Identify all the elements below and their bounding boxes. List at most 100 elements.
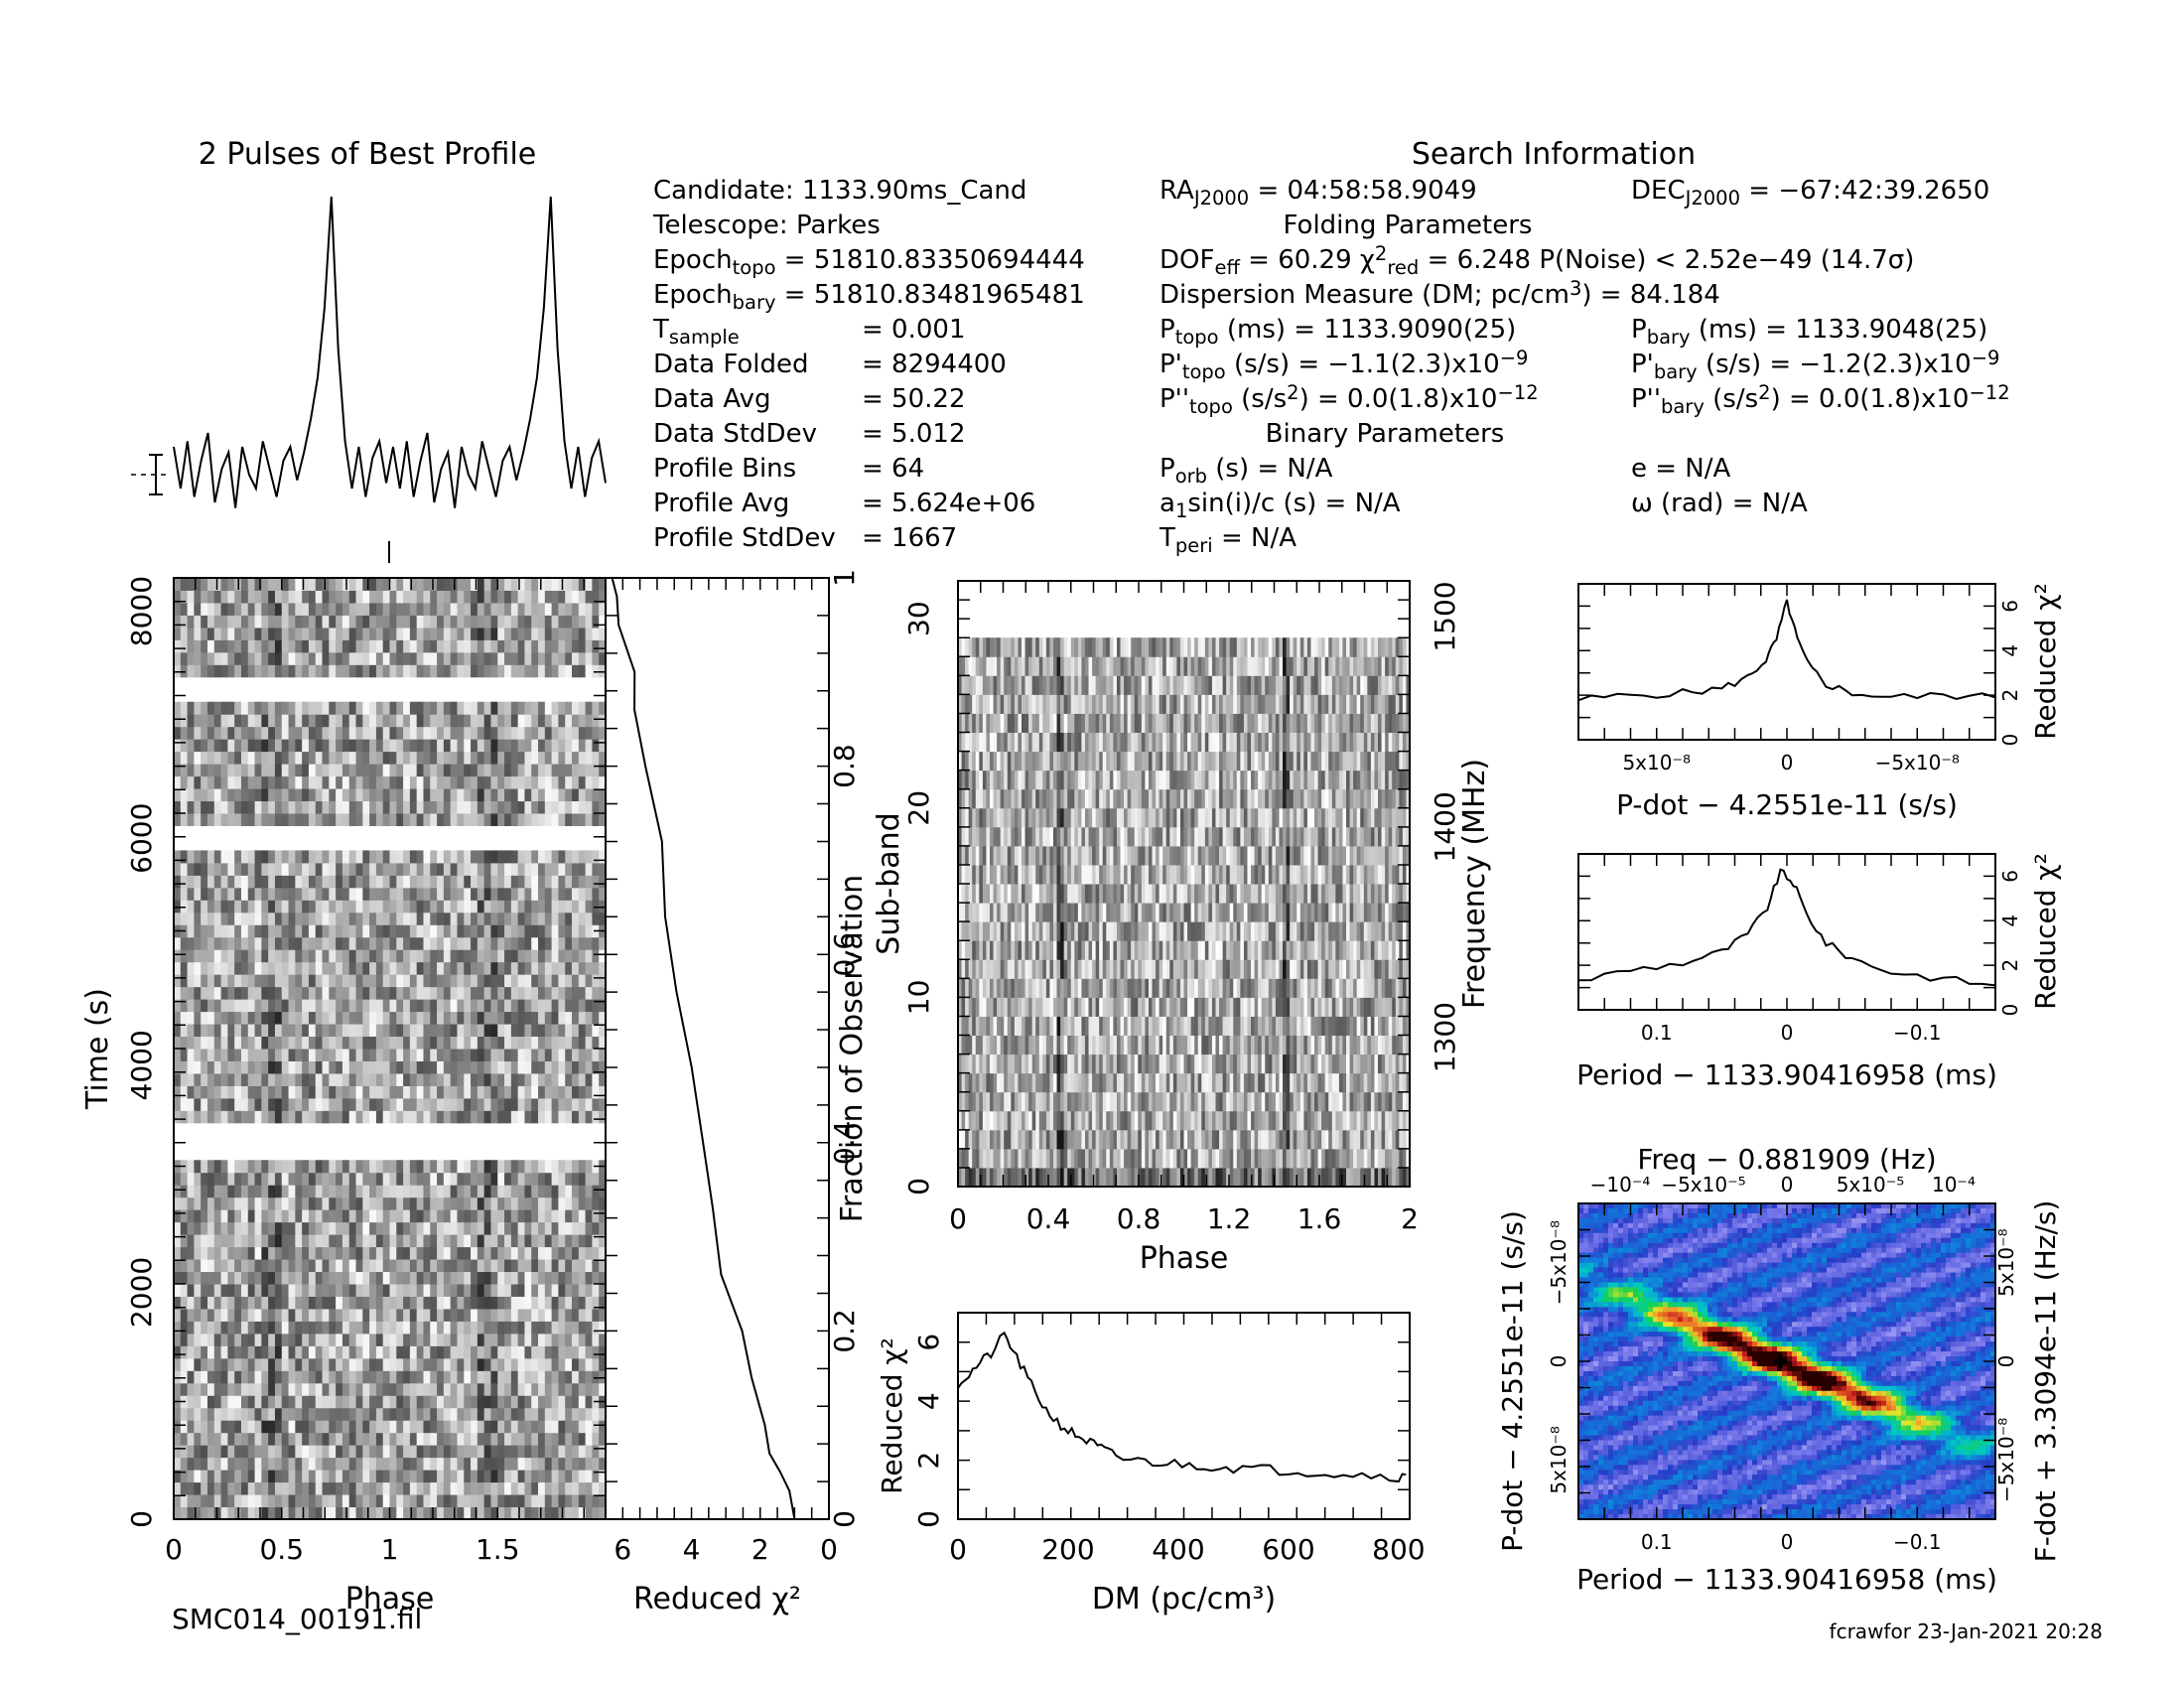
y-tick-label: −5x10⁻⁸ xyxy=(1547,1220,1570,1305)
tick-marks xyxy=(174,578,606,1519)
subband-phase-plot: 0 0.4 0.8 1.2 1.6 20102030130014001500PhaseSu… xyxy=(872,580,1492,1276)
tick-marks xyxy=(958,581,1410,1187)
fold-line: Dispersion Measure (DM; pc/cm3) = 84.184 xyxy=(1160,277,1720,310)
info-line: Candidate: 1133.90ms_Cand xyxy=(653,176,1026,206)
chi2-line xyxy=(957,1331,1407,1483)
period-topo-line: Ptopo (ms) = 1133.9090(25) xyxy=(1160,315,1516,349)
x-tick-label: 0 xyxy=(949,1533,967,1566)
plot-frame xyxy=(957,1312,1411,1520)
period-topo-line: P'topo (s/s) = −1.1(2.3)x10−9 xyxy=(1160,347,1528,383)
y-tick-label: 4 xyxy=(912,1392,945,1410)
info-line: Telescope: Parkes xyxy=(652,211,881,240)
footer-filename: SMC014_00191.fil xyxy=(172,1603,422,1635)
time-phase-plot: 0 0.5 1 1.5 0 2000 4000 6000 8000 Phase Time (s) xyxy=(80,576,607,1617)
y-tick-label: 6 xyxy=(1998,870,2022,883)
info-line: Epochbary = 51810.83481965481 xyxy=(653,280,1085,314)
x-tick-label: −0.1 xyxy=(1893,1530,1942,1554)
x-axis-label: Phase xyxy=(345,1582,435,1617)
info-line: Data Avg xyxy=(653,384,771,414)
tick-marks xyxy=(1578,854,1995,1010)
binary-line: e = N/A xyxy=(1631,454,1731,484)
info-line: Profile StdDev xyxy=(653,523,836,553)
y-tick-label: 0 xyxy=(828,1510,861,1528)
top-tick-label: 0 xyxy=(1781,1173,1794,1196)
y-tick-label: 20 xyxy=(902,790,935,826)
y-tick-label: 0.6 xyxy=(828,932,861,977)
binary-line: a1sin(i)/c (s) = N/A xyxy=(1160,489,1401,522)
heatmap-cells xyxy=(958,637,1411,1188)
heatmap-cells xyxy=(174,578,607,1520)
x-tick-label: 4 xyxy=(683,1533,701,1566)
freq-axis-title: Freq − 0.881909 (Hz) xyxy=(1637,1143,1936,1176)
y-axis-label: Fraction of Observation xyxy=(835,875,870,1222)
x-tick-label: 0.8 xyxy=(1117,1202,1161,1235)
x-axis-label: Period − 1133.90416958 (ms) xyxy=(1576,1563,1997,1596)
y-tick-label: 2 xyxy=(1998,959,2022,972)
y-axis-label: Reduced χ² xyxy=(2029,583,2062,740)
info-line: Tsample xyxy=(652,315,740,349)
y-tick-label: 6 xyxy=(912,1334,945,1351)
x-tick-label: 800 xyxy=(1372,1533,1425,1566)
y-tick-label: 2 xyxy=(912,1452,945,1470)
x-tick-label: 5x10⁻⁸ xyxy=(1622,751,1691,774)
y2-axis-label: F-dot + 3.3094e-11 (Hz/s) xyxy=(2029,1200,2062,1563)
binary-line: Porb (s) = N/A xyxy=(1160,454,1333,488)
info-line: Data Folded xyxy=(653,350,809,379)
tick-marks xyxy=(606,578,829,1519)
heatmap-cells xyxy=(1578,1203,1996,1520)
x-axis-label: Phase xyxy=(1140,1241,1229,1276)
x-tick-label: 0 xyxy=(949,1202,967,1235)
x-tick-label: 2 xyxy=(751,1533,769,1566)
x-tick-label: 0 xyxy=(1781,751,1794,774)
plot-frame xyxy=(605,577,830,1520)
period-topo-line: P''topo (s/s2) = 0.0(1.8)x10−12 xyxy=(1160,381,1539,418)
info-value: = 50.22 xyxy=(862,384,965,414)
y-tick-label: 0 xyxy=(1998,1004,2022,1017)
info-value: = 8294400 xyxy=(862,350,1007,379)
x-tick-label: −5x10⁻⁸ xyxy=(1875,751,1960,774)
x-axis-label: Period − 1133.90416958 (ms) xyxy=(1576,1058,1997,1091)
info-line: Epochtopo = 51810.83350694444 xyxy=(653,245,1085,279)
y-tick-label: 0.4 xyxy=(828,1121,861,1166)
tick-marks xyxy=(1578,1203,1995,1519)
y2-tick-label: 1300 xyxy=(1429,1002,1461,1072)
tick-marks xyxy=(1578,584,1995,740)
x-tick-label: 1.2 xyxy=(1207,1202,1252,1235)
y-tick-label: 0 xyxy=(125,1510,158,1528)
y-tick-label: 0 xyxy=(902,1178,935,1196)
y-tick-label: 6 xyxy=(1998,600,2022,613)
chi2-line xyxy=(611,577,796,1520)
y-tick-label: 0 xyxy=(1998,734,2022,747)
top-tick-label: 5x10⁻⁵ xyxy=(1837,1173,1905,1196)
x-tick-label: 1.6 xyxy=(1297,1202,1342,1235)
period-bary-line: Pbary (ms) = 1133.9048(25) xyxy=(1631,315,1987,349)
x-tick-label: 0.1 xyxy=(1641,1021,1673,1045)
top-tick-label: 10⁻⁴ xyxy=(1932,1173,1976,1196)
fold-line: DOFeff = 60.29 χ2red = 6.248 P(Noise) < … xyxy=(1160,242,1914,279)
y2-axis-label: Frequency (MHz) xyxy=(1457,759,1492,1009)
y-tick-label: 8000 xyxy=(125,576,158,646)
y-tick-label: 0 xyxy=(912,1510,945,1528)
best-fit-marker xyxy=(1773,1354,1788,1368)
top-tick-label: −5x10⁻⁵ xyxy=(1661,1173,1745,1196)
period-bary-line: P''bary (s/s2) = 0.0(1.8)x10−12 xyxy=(1631,381,2010,418)
x-tick-label: 6 xyxy=(614,1533,631,1566)
binary-line: Tperi = N/A xyxy=(1159,523,1297,557)
x-tick-label: 0.1 xyxy=(1641,1530,1673,1554)
top-tick-label: −10⁻⁴ xyxy=(1590,1173,1651,1196)
x-tick-label: 0 xyxy=(820,1533,838,1566)
x-tick-label: 0 xyxy=(1781,1021,1794,1045)
y-tick-label: 4000 xyxy=(125,1030,158,1100)
x-axis-label: Reduced χ² xyxy=(633,1582,801,1617)
y-tick-label: 5x10⁻⁸ xyxy=(1547,1426,1570,1494)
binary-line: ω (rad) = N/A xyxy=(1631,489,1808,518)
x-tick-label: 1.5 xyxy=(476,1533,520,1566)
profile-line xyxy=(173,196,607,508)
x-tick-label: 0.5 xyxy=(259,1533,304,1566)
period-bary-line: P'bary (s/s) = −1.2(2.3)x10−9 xyxy=(1631,347,1999,383)
search-information-title: Search Information xyxy=(1412,137,1696,172)
y-axis-label: Time (s) xyxy=(80,988,115,1110)
x-tick-label: 0.4 xyxy=(1026,1202,1071,1235)
chi2-line xyxy=(1577,599,1996,702)
y2-tick-label: 1400 xyxy=(1429,791,1461,862)
